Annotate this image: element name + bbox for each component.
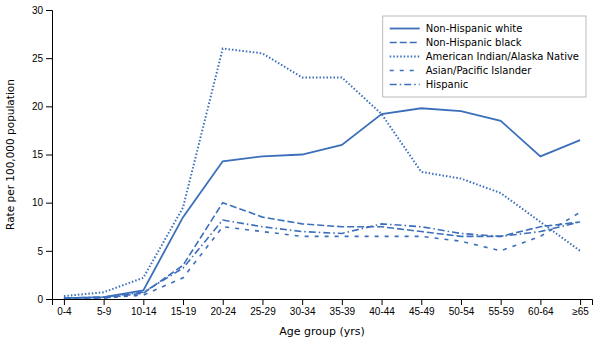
legend-swatch <box>390 70 420 72</box>
y-axis: 0 5 10 15 20 25 30 <box>32 5 53 305</box>
x-tick: 45-49 <box>409 299 435 317</box>
legend-label: Hispanic <box>426 79 469 90</box>
legend-item: Non-Hispanic black <box>390 37 522 48</box>
x-tick-label: 45-49 <box>409 306 435 317</box>
y-tick: 30 <box>32 5 52 16</box>
x-tick-label: 15-19 <box>171 306 197 317</box>
x-tick-label: 25-29 <box>250 306 276 317</box>
x-tick-label: 20-24 <box>210 306 236 317</box>
x-tick-mark <box>342 299 343 305</box>
legend-swatch <box>390 42 420 44</box>
y-tick-label: 20 <box>32 101 44 112</box>
x-tick-label: 30-34 <box>290 306 316 317</box>
x-tick-mark <box>382 299 383 305</box>
x-tick: 25-29 <box>250 299 276 317</box>
x-tick-mark <box>421 299 422 305</box>
y-tick-mark <box>46 58 52 59</box>
legend-item: American Indian/Alaska Native <box>390 51 579 62</box>
x-tick: 40-44 <box>369 299 395 317</box>
x-tick: 15-19 <box>171 299 197 317</box>
x-tick-label: 40-44 <box>369 306 395 317</box>
y-tick-mark <box>46 203 52 204</box>
y-tick-mark <box>46 251 52 252</box>
x-tick: 35-39 <box>330 299 356 317</box>
x-tick-mark <box>580 299 581 305</box>
x-tick-mark <box>183 299 184 305</box>
x-tick-mark <box>461 299 462 305</box>
y-tick: 25 <box>32 53 52 64</box>
x-tick-mark <box>104 299 105 305</box>
x-tick: 55-59 <box>488 299 514 317</box>
legend-label: Non-Hispanic white <box>426 23 523 34</box>
plot: 0-4 5-9 10-14 15-19 20-24 25-29 30-34 35-39 40-4… <box>32 5 593 317</box>
x-tick-label: 55-59 <box>488 306 514 317</box>
y-tick: 0 <box>37 294 52 305</box>
x-tick: 0-4 <box>57 299 72 317</box>
x-tick: 60-64 <box>528 299 554 317</box>
y-tick-label: 30 <box>32 5 44 16</box>
y-tick-label: 25 <box>32 53 44 64</box>
y-tick-label: 15 <box>32 149 44 160</box>
x-tick: 20-24 <box>210 299 236 317</box>
x-tick-mark <box>540 299 541 305</box>
series-line <box>64 212 580 298</box>
x-tick-label: 5-9 <box>97 306 112 317</box>
legend: Non-Hispanic white Non-Hispanic black Amer… <box>383 16 586 97</box>
y-tick-mark <box>46 155 52 156</box>
x-axis-title: Age group (yrs) <box>279 325 365 338</box>
x-tick: 30-34 <box>290 299 316 317</box>
x-tick: 5-9 <box>97 299 112 317</box>
x-tick-label: 60-64 <box>528 306 554 317</box>
legend-label: Asian/Pacific Islander <box>426 65 533 76</box>
legend-item: Hispanic <box>390 79 469 90</box>
legend-swatch <box>390 84 420 86</box>
x-tick-mark <box>501 299 502 305</box>
series-line <box>64 108 580 298</box>
x-tick-label: 50-54 <box>449 306 475 317</box>
y-axis-line <box>46 11 53 300</box>
legend-swatch <box>390 28 420 30</box>
legend-label: Non-Hispanic black <box>426 37 522 48</box>
y-tick: 5 <box>37 246 52 257</box>
x-axis-line <box>53 300 593 306</box>
y-tick: 10 <box>32 197 52 208</box>
x-tick-mark <box>302 299 303 305</box>
chart: 0-4 5-9 10-14 15-19 20-24 25-29 30-34 35-39 40-4… <box>0 0 606 341</box>
x-tick-mark <box>143 299 144 305</box>
legend-item: Asian/Pacific Islander <box>390 65 533 76</box>
x-tick-mark <box>262 299 263 305</box>
y-tick-mark <box>46 10 52 11</box>
x-tick-mark <box>64 299 65 305</box>
x-tick-label: 10-14 <box>131 306 157 317</box>
legend-swatch <box>390 56 420 58</box>
y-axis-title: Rate per 100,000 population <box>4 79 16 230</box>
x-tick: 10-14 <box>131 299 157 317</box>
x-tick-label: 35-39 <box>330 306 356 317</box>
series-line <box>64 220 580 298</box>
y-tick: 15 <box>32 149 52 160</box>
legend-box <box>383 16 586 97</box>
y-tick-label: 0 <box>37 294 43 305</box>
x-tick: ≥65 <box>572 299 589 317</box>
x-axis: 0-4 5-9 10-14 15-19 20-24 25-29 30-34 35-39 40-4… <box>53 299 593 317</box>
legend-label: American Indian/Alaska Native <box>426 51 579 62</box>
y-tick-label: 10 <box>32 197 44 208</box>
y-tick-mark <box>46 106 52 107</box>
y-tick-label: 5 <box>37 246 43 257</box>
x-tick: 50-54 <box>449 299 475 317</box>
legend-item: Non-Hispanic white <box>390 23 523 34</box>
x-tick-mark <box>223 299 224 305</box>
x-tick-label: 0-4 <box>57 306 72 317</box>
series-line <box>64 203 580 298</box>
y-tick: 20 <box>32 101 52 112</box>
x-tick-label: ≥65 <box>572 306 589 317</box>
y-tick-mark <box>46 299 52 300</box>
